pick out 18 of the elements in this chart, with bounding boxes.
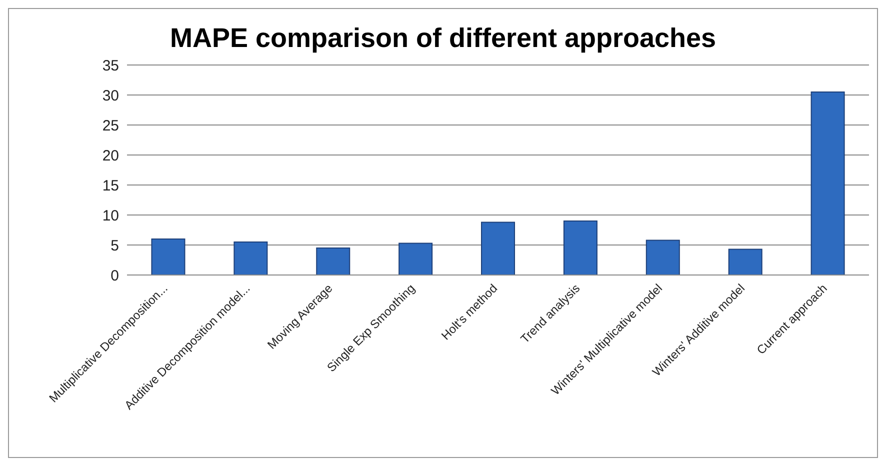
bar — [398, 242, 433, 275]
bar — [563, 220, 598, 275]
bar — [151, 238, 186, 275]
y-tick-label: 5 — [110, 237, 119, 254]
chart-title: MAPE comparison of different approaches — [168, 23, 718, 55]
bar — [316, 248, 350, 275]
y-tick-label: 0 — [110, 267, 119, 284]
y-tick-label: 10 — [102, 207, 119, 224]
y-tick-label: 35 — [102, 57, 119, 74]
bar — [646, 240, 680, 275]
y-tick-label: 15 — [102, 177, 119, 194]
y-tick-label: 20 — [102, 147, 119, 164]
y-tick-label: 30 — [102, 87, 119, 104]
bar — [728, 248, 762, 275]
bar — [481, 222, 516, 275]
bar — [234, 242, 268, 275]
bar — [810, 92, 845, 275]
y-tick-label: 25 — [102, 117, 119, 134]
